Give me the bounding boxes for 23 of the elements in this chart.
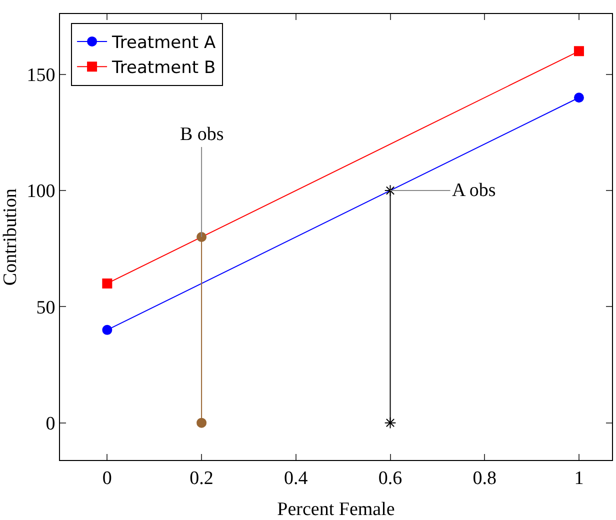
y-axis-title: Contribution <box>0 188 21 286</box>
point <box>196 232 207 242</box>
y-tick-label: 0 <box>46 413 56 434</box>
point <box>102 324 112 335</box>
x-tick-label: 0.8 <box>472 468 496 489</box>
point <box>574 46 584 56</box>
x-tick-label: 0.6 <box>378 468 402 489</box>
y-tick-label: 50 <box>36 297 56 318</box>
x-tick-label: 1 <box>574 468 584 489</box>
x-tick-label: 0 <box>102 468 112 489</box>
y-tick-label: 100 <box>26 181 56 202</box>
x-tick-label: 0.4 <box>284 468 308 489</box>
annotation: B obs <box>180 124 224 145</box>
point <box>102 278 112 288</box>
point <box>384 416 396 429</box>
point <box>574 92 584 103</box>
annotation: A obs <box>452 180 496 201</box>
legend-label: Treatment A <box>111 33 216 54</box>
point <box>196 418 207 428</box>
x-tick-label: 0.2 <box>190 468 214 489</box>
x-axis-title: Percent Female <box>277 499 395 520</box>
legend-label: Treatment B <box>111 58 216 78</box>
y-tick-label: 150 <box>26 65 56 86</box>
